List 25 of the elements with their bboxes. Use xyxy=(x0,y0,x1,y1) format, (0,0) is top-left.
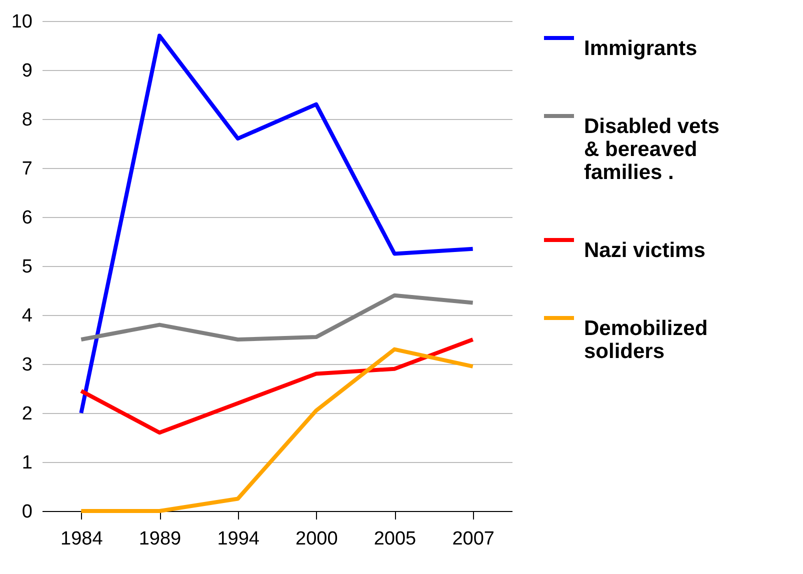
line-series xyxy=(79,293,475,342)
line-series xyxy=(79,34,475,415)
legend-label: Nazi victims xyxy=(584,239,706,262)
line-series xyxy=(79,338,475,435)
x-tick-label: 1989 xyxy=(138,528,182,550)
y-tick-label: 2 xyxy=(22,404,32,424)
y-tick-label: 10 xyxy=(11,12,32,32)
x-tick-label: 2000 xyxy=(296,528,338,550)
y-tick-label: 9 xyxy=(22,60,32,82)
x-tick-label: 2005 xyxy=(374,528,416,550)
legend-label: Immigrants xyxy=(584,37,698,60)
y-tick-label: 8 xyxy=(22,110,32,130)
y-tick-label: 3 xyxy=(22,354,32,376)
x-tick-label: 1994 xyxy=(217,528,260,550)
y-tick-label: 7 xyxy=(22,158,32,180)
y-tick-label: 1 xyxy=(22,452,32,474)
y-tick-label: 4 xyxy=(22,306,33,326)
line-series xyxy=(79,347,475,513)
y-tick-label: 5 xyxy=(22,256,32,278)
x-tick-label: 2007 xyxy=(452,528,494,550)
legend-label: Demobilized soliders xyxy=(584,317,708,363)
x-tick-label: 1984 xyxy=(60,528,104,550)
y-tick-label: 6 xyxy=(22,208,32,228)
y-tick-label: 0 xyxy=(22,502,32,522)
legend-label: Disabled vets & bereaved families . xyxy=(584,115,720,184)
